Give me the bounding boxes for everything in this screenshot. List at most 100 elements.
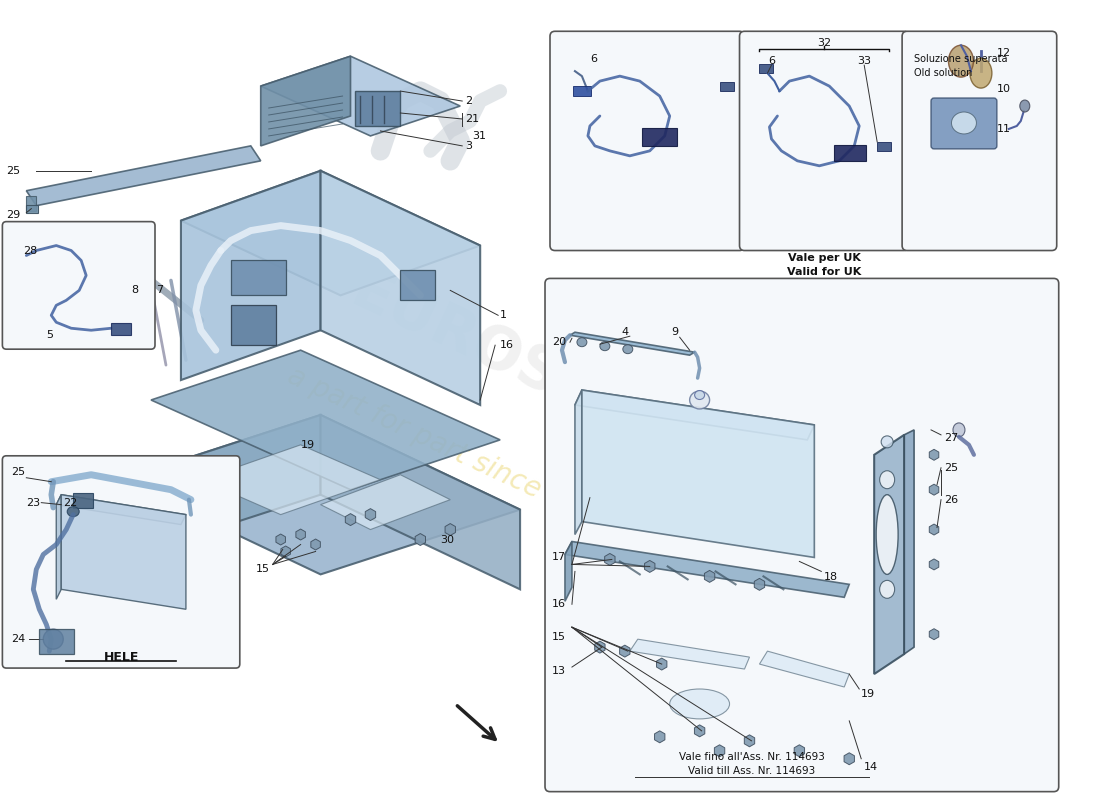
Bar bbox=[877, 142, 891, 151]
Text: 6: 6 bbox=[768, 56, 774, 66]
FancyBboxPatch shape bbox=[739, 31, 909, 250]
FancyBboxPatch shape bbox=[2, 222, 155, 349]
Text: Valid till Ass. Nr. 114693: Valid till Ass. Nr. 114693 bbox=[688, 766, 815, 776]
Text: 25: 25 bbox=[944, 462, 958, 473]
Text: 24: 24 bbox=[11, 634, 25, 644]
Bar bbox=[26, 196, 36, 210]
Bar bbox=[74, 493, 94, 508]
Ellipse shape bbox=[43, 630, 63, 649]
Polygon shape bbox=[121, 415, 520, 574]
Text: 4: 4 bbox=[621, 327, 629, 338]
Text: 22: 22 bbox=[63, 498, 77, 508]
Bar bbox=[231, 306, 276, 345]
Ellipse shape bbox=[880, 580, 894, 598]
Text: 10: 10 bbox=[997, 84, 1011, 94]
Text: Vale fino all'Ass. Nr. 114693: Vale fino all'Ass. Nr. 114693 bbox=[679, 752, 824, 762]
Polygon shape bbox=[582, 390, 814, 558]
Text: EUROSPARES: EUROSPARES bbox=[700, 366, 999, 534]
Ellipse shape bbox=[953, 423, 965, 437]
Text: 19: 19 bbox=[300, 440, 315, 450]
Bar bbox=[641, 128, 676, 146]
Ellipse shape bbox=[948, 46, 974, 77]
Text: 3: 3 bbox=[465, 141, 472, 151]
Polygon shape bbox=[556, 622, 899, 691]
Text: HELE: HELE bbox=[103, 650, 139, 664]
Polygon shape bbox=[575, 390, 814, 440]
Text: 2: 2 bbox=[465, 96, 472, 106]
Text: 29: 29 bbox=[7, 210, 21, 220]
Ellipse shape bbox=[623, 345, 632, 354]
Polygon shape bbox=[56, 494, 186, 525]
Bar bbox=[759, 64, 773, 73]
Ellipse shape bbox=[880, 470, 894, 489]
Text: Vale per UK: Vale per UK bbox=[788, 254, 860, 263]
Text: a part for part since 1985: a part for part since 1985 bbox=[682, 438, 916, 561]
Text: 9: 9 bbox=[672, 327, 679, 338]
Polygon shape bbox=[180, 170, 320, 380]
Polygon shape bbox=[759, 651, 849, 687]
Text: 26: 26 bbox=[944, 494, 958, 505]
Polygon shape bbox=[62, 494, 186, 610]
Bar bbox=[573, 86, 591, 96]
Text: 15: 15 bbox=[255, 565, 270, 574]
Ellipse shape bbox=[694, 390, 705, 399]
Polygon shape bbox=[556, 622, 562, 721]
Text: 31: 31 bbox=[472, 131, 486, 141]
Polygon shape bbox=[320, 170, 481, 405]
Polygon shape bbox=[562, 622, 899, 764]
Text: 30: 30 bbox=[440, 534, 454, 545]
Ellipse shape bbox=[576, 338, 587, 346]
Bar bbox=[400, 270, 436, 300]
Text: 8: 8 bbox=[131, 286, 139, 295]
Ellipse shape bbox=[690, 391, 710, 409]
Polygon shape bbox=[320, 415, 520, 590]
Polygon shape bbox=[261, 56, 351, 146]
Polygon shape bbox=[26, 146, 261, 206]
Text: 25: 25 bbox=[11, 466, 25, 477]
Polygon shape bbox=[904, 430, 914, 654]
Text: 19: 19 bbox=[861, 689, 876, 699]
Polygon shape bbox=[565, 542, 572, 602]
Text: 27: 27 bbox=[944, 433, 958, 443]
Polygon shape bbox=[565, 542, 849, 598]
Bar bbox=[40, 630, 74, 654]
Text: 16: 16 bbox=[552, 599, 567, 610]
Text: 16: 16 bbox=[500, 340, 514, 350]
Text: 1: 1 bbox=[500, 310, 507, 320]
Polygon shape bbox=[874, 435, 904, 674]
Text: 28: 28 bbox=[23, 246, 37, 255]
Text: 18: 18 bbox=[824, 572, 838, 582]
Text: Valid for UK: Valid for UK bbox=[788, 267, 861, 278]
Ellipse shape bbox=[1020, 100, 1030, 112]
Text: 32: 32 bbox=[817, 38, 832, 48]
Ellipse shape bbox=[600, 342, 609, 350]
Text: EUROSPARES: EUROSPARES bbox=[341, 262, 759, 498]
Polygon shape bbox=[570, 332, 694, 355]
Text: 21: 21 bbox=[465, 114, 480, 124]
Bar bbox=[231, 261, 286, 295]
Ellipse shape bbox=[877, 494, 898, 574]
Text: 11: 11 bbox=[997, 124, 1011, 134]
Ellipse shape bbox=[970, 58, 992, 88]
Polygon shape bbox=[201, 445, 381, 514]
Polygon shape bbox=[180, 170, 481, 295]
FancyBboxPatch shape bbox=[2, 456, 240, 668]
Text: a part for part since 1985: a part for part since 1985 bbox=[283, 362, 617, 538]
Ellipse shape bbox=[881, 436, 893, 448]
Polygon shape bbox=[121, 415, 320, 559]
Text: 7: 7 bbox=[156, 286, 163, 295]
Polygon shape bbox=[575, 390, 582, 534]
Text: 5: 5 bbox=[46, 330, 53, 340]
Text: 20: 20 bbox=[552, 338, 567, 347]
Text: 23: 23 bbox=[26, 498, 41, 508]
Text: 6: 6 bbox=[590, 54, 597, 64]
Text: Soluzione superata: Soluzione superata bbox=[914, 54, 1008, 64]
Polygon shape bbox=[320, 474, 450, 530]
Text: 13: 13 bbox=[552, 666, 567, 676]
Bar bbox=[719, 82, 734, 91]
Text: 17: 17 bbox=[552, 553, 567, 562]
Text: 14: 14 bbox=[865, 762, 878, 772]
Polygon shape bbox=[56, 494, 62, 599]
Polygon shape bbox=[261, 56, 460, 136]
FancyBboxPatch shape bbox=[544, 278, 1058, 792]
